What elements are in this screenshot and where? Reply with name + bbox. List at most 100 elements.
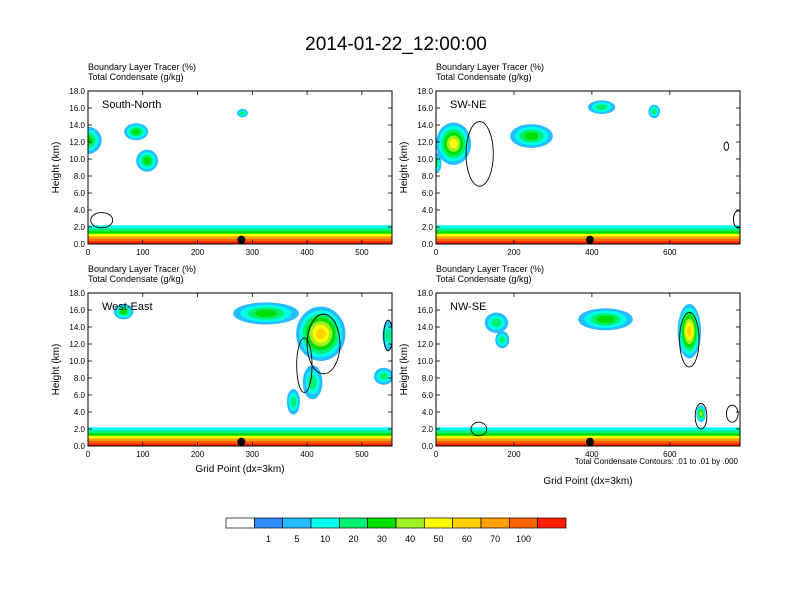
condensate-contour [296, 337, 313, 393]
location-marker [585, 235, 594, 244]
colorbar-label: 1 [266, 534, 271, 544]
plot-frame [87, 292, 393, 447]
cloud-region [651, 108, 657, 115]
panel-label: South-North [102, 99, 161, 111]
y-tick-label: 6.0 [74, 189, 86, 198]
y-tick-label: 14.0 [69, 121, 85, 130]
y-tick-label: 18.0 [69, 289, 85, 298]
condensate-contour [470, 421, 488, 437]
x-tick-label: 400 [585, 248, 599, 257]
y-tick-label: 14.0 [417, 121, 433, 130]
condensate-contour [723, 141, 730, 151]
x-tick-label: 0 [434, 248, 439, 257]
y-tick-label: 2.0 [74, 425, 86, 434]
y-tick-label: 18.0 [417, 87, 433, 96]
location-marker [237, 437, 246, 446]
subtitle-condensate: Total Condensate (g/kg) [88, 274, 184, 284]
y-tick-label: 4.0 [422, 408, 434, 417]
colorbar-label: 5 [294, 534, 299, 544]
cloud-region [315, 328, 326, 340]
colorbar-box [310, 517, 340, 529]
x-tick-label: 100 [136, 248, 150, 257]
colorbar-label: 70 [490, 534, 500, 544]
cloud-region [524, 132, 539, 141]
y-tick-label: 16.0 [69, 104, 85, 113]
colorbar-label: 30 [377, 534, 387, 544]
y-tick-label: 8.0 [422, 172, 434, 181]
cloud-region [699, 411, 703, 417]
cloud-region [308, 374, 317, 390]
colorbar: 1 5 10 20 30 40 50 60 70 100 [225, 517, 567, 544]
panel-sw-ne: Boundary Layer Tracer (%)Total Condensat… [399, 62, 741, 257]
colorbar-label: 60 [462, 534, 472, 544]
colorbar-box [480, 517, 510, 529]
cloud-region [143, 157, 151, 165]
colorbar-label: 10 [320, 534, 330, 544]
y-tick-label: 8.0 [74, 172, 86, 181]
y-tick-label: 0.0 [74, 442, 86, 451]
colorbar-label: 40 [405, 534, 415, 544]
colorbar-box [225, 517, 255, 529]
panel-label: SW-NE [450, 99, 486, 111]
colorbar-box [423, 517, 454, 529]
y-tick-label: 6.0 [422, 189, 434, 198]
y-tick-label: 2.0 [74, 223, 86, 232]
x-tick-label: 0 [86, 248, 91, 257]
y-tick-label: 12.0 [69, 138, 85, 147]
subtitle-condensate: Total Condensate (g/kg) [436, 274, 532, 284]
colorbar-box [282, 517, 312, 529]
subtitle-tracer: Boundary Layer Tracer (%) [88, 264, 196, 274]
y-tick-label: 12.0 [417, 340, 433, 349]
x-tick-label: 300 [246, 248, 260, 257]
y-tick-label: 4.0 [422, 206, 434, 215]
x-tick-label: 200 [507, 248, 521, 257]
plot-frame [435, 90, 741, 245]
y-tick-label: 0.0 [74, 240, 86, 249]
cloud-region [290, 396, 297, 408]
condensate-contour [465, 121, 494, 187]
colorbar-box [338, 517, 369, 529]
y-axis-label: Height (km) [51, 344, 62, 396]
colorbar-box [395, 517, 425, 529]
cloud-region [385, 328, 391, 343]
x-tick-label: 0 [434, 450, 439, 459]
x-tick-label: 400 [300, 248, 314, 257]
plot-frame [435, 292, 741, 447]
x-tick-label: 400 [585, 450, 599, 459]
x-axis-label: Grid Point (dx=3km) [543, 476, 632, 487]
plot-frame [87, 90, 393, 245]
y-axis-label: Height (km) [399, 344, 410, 396]
cloud-region [88, 135, 93, 145]
location-marker [585, 437, 594, 446]
y-tick-label: 14.0 [69, 323, 85, 332]
x-tick-label: 100 [136, 450, 150, 459]
panel-south-north: Boundary Layer Tracer (%)Total Condensat… [51, 62, 393, 257]
cloud-region [120, 309, 127, 315]
panel-label: West-East [102, 301, 153, 313]
y-tick-label: 4.0 [74, 408, 86, 417]
condensate-contour [90, 212, 114, 229]
x-tick-label: 200 [191, 450, 205, 459]
cloud-region [596, 315, 615, 324]
subtitle-tracer: Boundary Layer Tracer (%) [436, 264, 544, 274]
y-tick-label: 8.0 [74, 374, 86, 383]
y-tick-label: 10.0 [69, 155, 85, 164]
x-tick-label: 600 [663, 248, 677, 257]
y-tick-label: 16.0 [417, 306, 433, 315]
cloud-region [491, 318, 502, 328]
panel-west-east: Boundary Layer Tracer (%)Total Condensat… [51, 264, 393, 475]
y-tick-label: 10.0 [69, 357, 85, 366]
x-tick-label: 500 [355, 450, 369, 459]
colorbar-label: 100 [516, 534, 531, 544]
y-tick-label: 12.0 [69, 340, 85, 349]
y-tick-label: 8.0 [422, 374, 434, 383]
cloud-region [686, 325, 692, 337]
colorbar-label: 50 [433, 534, 443, 544]
x-tick-label: 300 [246, 450, 260, 459]
cloud-region [240, 111, 245, 115]
condensate-contour [679, 312, 700, 368]
x-tick-label: 600 [663, 450, 677, 459]
figure-title: 2014-01-22_12:00:00 [305, 34, 487, 55]
x-tick-label: 500 [355, 248, 369, 257]
